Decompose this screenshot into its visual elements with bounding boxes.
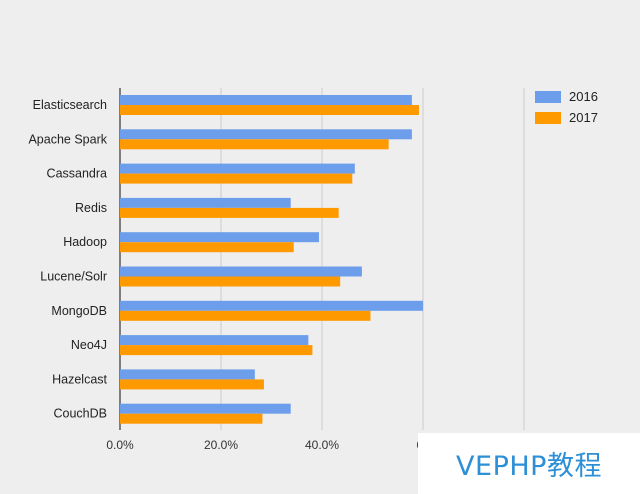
legend-swatch-2016 [535,90,561,103]
x-tick-label: 0.0% [106,438,134,452]
category-label: Hadoop [63,235,107,249]
category-label: Redis [75,201,107,215]
watermark-box: VEPHP教程 [418,433,640,494]
bar-2016 [120,335,309,346]
category-label: Hazelcast [52,372,107,386]
bar-2016 [120,369,255,380]
bar-2017 [120,413,263,424]
bar-2017 [120,379,264,390]
bar-2016 [120,129,412,140]
legend-item-2016: 2016 [535,86,598,107]
x-tick-label: 20.0% [204,438,238,452]
bar-2017 [120,242,294,253]
legend-label-2016: 2016 [569,89,598,104]
bar-2017 [120,139,389,150]
category-label: Apache Spark [28,132,107,146]
bar-2016 [120,403,291,414]
category-label: Elasticsearch [33,98,107,112]
x-tick-label: 40.0% [305,438,339,452]
category-label: CouchDB [54,407,108,421]
bar-2017 [120,173,353,184]
bar-2017 [120,105,419,115]
category-label: Lucene/Solr [40,270,107,284]
watermark-text: VEPHP教程 [456,451,602,482]
legend: 2016 2017 [535,86,598,128]
legend-item-2017: 2017 [535,107,598,128]
bar-2017 [120,310,371,321]
category-label: Neo4J [71,338,107,352]
category-label: Cassandra [47,167,107,181]
bar-2016 [120,197,291,208]
bar-2016 [120,300,423,311]
bar-2016 [120,163,355,174]
bar-2017 [120,276,341,287]
bar-2017 [120,207,339,218]
bar-2016 [120,95,412,105]
category-label: MongoDB [51,304,107,318]
legend-swatch-2017 [535,111,561,124]
legend-label-2017: 2017 [569,110,598,125]
bar-2017 [120,345,313,356]
bar-2016 [120,266,362,277]
bar-2016 [120,232,319,243]
